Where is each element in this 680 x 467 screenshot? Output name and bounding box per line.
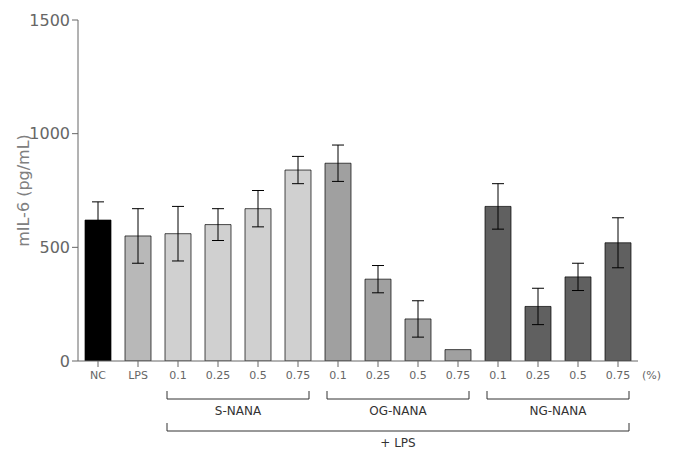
svg-text:OG-NANA: OG-NANA xyxy=(369,404,427,418)
svg-text:0.5: 0.5 xyxy=(569,369,587,382)
svg-text:S-NANA: S-NANA xyxy=(215,404,262,418)
svg-text:0.5: 0.5 xyxy=(409,369,427,382)
svg-text:0.25: 0.25 xyxy=(526,369,551,382)
svg-text:+ LPS: + LPS xyxy=(380,436,415,450)
svg-text:0.1: 0.1 xyxy=(169,369,187,382)
svg-text:0.75: 0.75 xyxy=(446,369,471,382)
svg-text:1000: 1000 xyxy=(29,124,70,143)
svg-text:0.75: 0.75 xyxy=(606,369,631,382)
svg-text:1500: 1500 xyxy=(29,11,70,30)
svg-text:(%): (%) xyxy=(642,369,661,382)
svg-text:NG-NANA: NG-NANA xyxy=(530,404,588,418)
svg-text:0.75: 0.75 xyxy=(286,369,311,382)
svg-text:LPS: LPS xyxy=(128,369,148,382)
svg-text:mIL-6 (pg/mL): mIL-6 (pg/mL) xyxy=(14,134,33,247)
svg-text:0: 0 xyxy=(60,352,70,371)
svg-text:500: 500 xyxy=(39,238,70,257)
svg-text:0.5: 0.5 xyxy=(249,369,267,382)
svg-text:NC: NC xyxy=(90,369,106,382)
svg-text:0.1: 0.1 xyxy=(329,369,347,382)
svg-text:0.1: 0.1 xyxy=(489,369,507,382)
svg-text:0.25: 0.25 xyxy=(366,369,391,382)
svg-text:0.25: 0.25 xyxy=(206,369,231,382)
